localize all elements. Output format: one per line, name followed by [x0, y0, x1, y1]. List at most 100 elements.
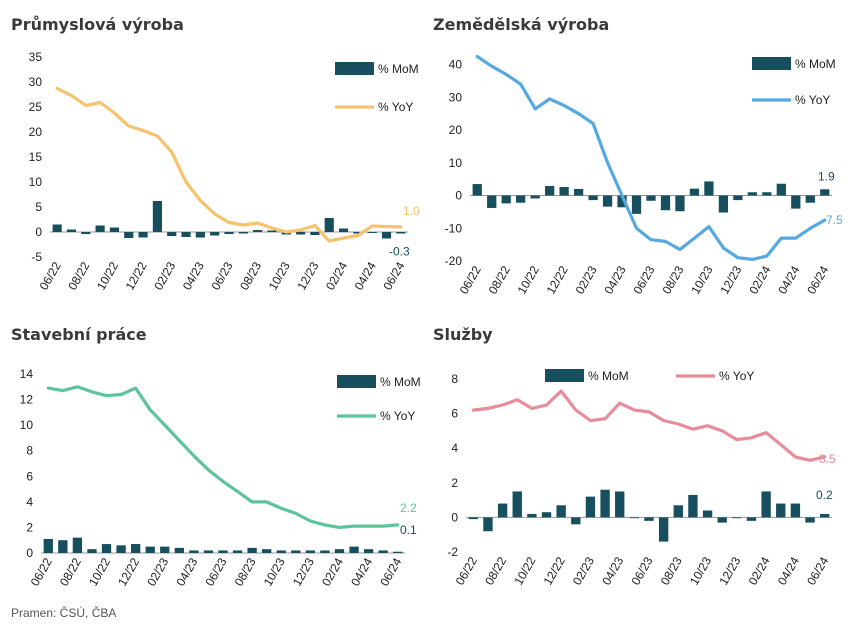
- y-tick-label: 0: [455, 189, 462, 203]
- x-tick-label: 06/22: [28, 555, 55, 588]
- bar-mom: [145, 546, 155, 553]
- bar-mom: [689, 188, 700, 196]
- bar-mom: [588, 195, 598, 201]
- bar-mom: [600, 489, 610, 518]
- y-tick-label: 25: [29, 100, 43, 114]
- x-tick-label: 10/22: [511, 554, 538, 587]
- x-tick-label: 02/23: [144, 555, 171, 588]
- x-tick-label: 02/24: [746, 263, 773, 296]
- x-tick-label: 08/23: [232, 555, 259, 588]
- bar-mom: [820, 189, 830, 196]
- bar-mom: [218, 550, 228, 553]
- bar-mom: [174, 547, 184, 553]
- x-tick-label: 06/23: [202, 555, 229, 588]
- y-tick-label: 30: [449, 90, 463, 104]
- bar-mom: [556, 505, 566, 518]
- bar-mom: [805, 517, 815, 523]
- bar-mom: [324, 218, 334, 232]
- bar-mom: [378, 550, 388, 553]
- x-tick-label: 10/23: [261, 555, 288, 588]
- y-tick-label: -20: [445, 254, 463, 268]
- x-tick-label: 02/24: [319, 555, 346, 588]
- bar-mom: [138, 232, 148, 238]
- x-tick-label: 06/22: [37, 259, 64, 292]
- bar-mom: [116, 545, 126, 553]
- x-tick-label: 12/23: [290, 555, 317, 588]
- bar-mom: [262, 549, 272, 553]
- bar-mom: [762, 192, 772, 196]
- x-tick-label: 12/22: [115, 555, 142, 588]
- bar-mom: [109, 227, 120, 232]
- bar-mom: [602, 195, 613, 207]
- x-tick-label: 08/22: [482, 554, 509, 587]
- x-tick-label: 12/23: [716, 554, 743, 587]
- y-tick-label: 0: [451, 510, 458, 524]
- bar-mom: [790, 503, 801, 518]
- x-tick-label: 08/22: [65, 259, 92, 292]
- x-tick-label: 06/24: [377, 555, 404, 588]
- data-label-yoy: 1.0: [403, 204, 420, 218]
- chart-title: Průmyslová výroba: [11, 15, 184, 34]
- bar-mom: [224, 232, 234, 234]
- x-tick-label: 08/22: [57, 555, 84, 588]
- x-tick-label: 02/23: [151, 259, 178, 292]
- x-tick-label: 04/23: [180, 259, 207, 292]
- data-label-yoy: 3.5: [819, 452, 836, 466]
- y-tick-label: 30: [29, 75, 43, 89]
- bar-mom: [658, 517, 669, 542]
- x-tick-label: 08/23: [659, 263, 686, 296]
- bar-mom: [617, 195, 627, 208]
- x-tick-label: 04/23: [173, 555, 200, 588]
- y-tick-label: 6: [451, 407, 458, 421]
- bar-mom: [195, 232, 205, 238]
- y-tick-label: 5: [35, 200, 42, 214]
- bar-mom: [497, 503, 508, 518]
- y-tick-label: 14: [20, 367, 34, 381]
- bar-mom: [791, 195, 801, 209]
- x-tick-label: 02/24: [746, 554, 773, 587]
- bar-mom: [644, 517, 654, 521]
- bar-mom: [58, 540, 68, 553]
- chart-title: Zemědělská výroba: [433, 15, 609, 34]
- bar-mom: [776, 183, 786, 196]
- bar-mom: [530, 195, 540, 199]
- bar-mom: [675, 195, 685, 212]
- bar-mom: [573, 188, 584, 196]
- bar-mom: [646, 195, 656, 201]
- y-tick-label: 4: [451, 441, 458, 455]
- bar-mom: [688, 494, 698, 518]
- bar-mom: [305, 550, 316, 553]
- y-tick-label: 35: [29, 50, 43, 64]
- y-tick-label: 10: [29, 175, 43, 189]
- x-tick-label: 12/23: [294, 259, 321, 292]
- y-tick-label: 20: [449, 123, 463, 137]
- bar-mom: [747, 192, 757, 196]
- bar-mom: [310, 232, 320, 235]
- bar-mom: [363, 549, 374, 553]
- x-tick-label: 02/23: [570, 554, 597, 587]
- bar-mom: [541, 512, 552, 518]
- legend-swatch-mom: [335, 62, 374, 75]
- bar-mom: [181, 232, 191, 237]
- bar-mom: [615, 491, 625, 518]
- y-tick-label: 12: [20, 393, 34, 407]
- x-tick-label: 04/24: [348, 555, 375, 588]
- bar-mom: [349, 546, 359, 553]
- legend-swatch-mom: [337, 375, 376, 388]
- x-tick-label: 04/23: [601, 263, 628, 296]
- legend-swatch-mom: [545, 369, 584, 382]
- y-tick-label: 8: [26, 444, 33, 458]
- bar-mom: [52, 224, 62, 232]
- bar-mom: [761, 491, 771, 518]
- bar-mom: [72, 537, 83, 553]
- data-label-yoy: 2.2: [400, 501, 417, 515]
- y-tick-label: 40: [449, 58, 463, 72]
- y-tick-label: 6: [26, 469, 33, 483]
- bar-mom: [81, 232, 91, 234]
- x-tick-label: 04/24: [775, 554, 802, 587]
- bar-mom: [545, 186, 555, 196]
- y-tick-label: 8: [451, 372, 458, 386]
- legend-label-yoy: % YoY: [378, 100, 413, 114]
